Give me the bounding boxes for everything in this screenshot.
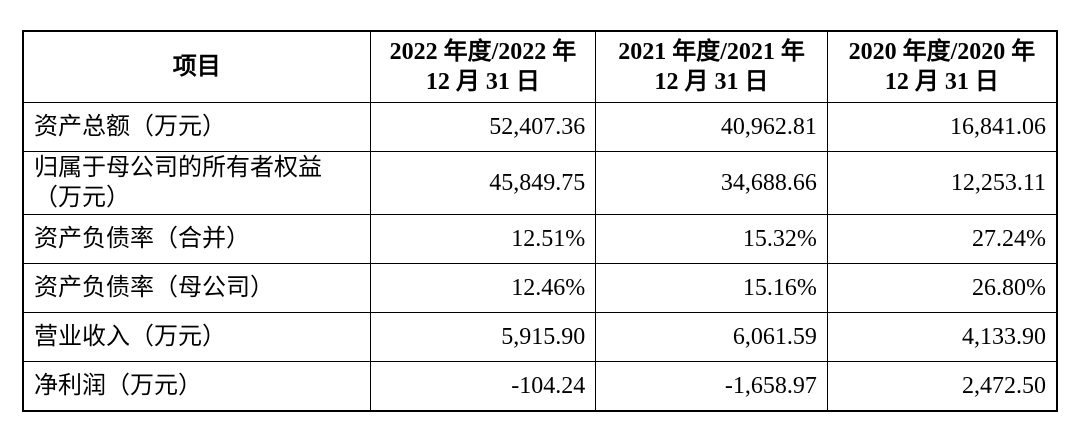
- value-cell: 12,253.11: [826, 151, 1058, 215]
- table-row: 资产负债率（合并） 12.51% 15.32% 27.24%: [22, 214, 1058, 264]
- header-row: 项目 2022 年度/2022 年 12 月 31 日 2021 年度/2021 年 1…: [22, 30, 1058, 103]
- cell-line: 资产负债率（合并）: [34, 226, 250, 252]
- cell-line: 净利润（万元）: [34, 373, 202, 399]
- header-cell: 2022 年度/2022 年 12 月 31 日: [369, 30, 597, 103]
- value-cell: 15.32%: [595, 214, 828, 264]
- label-cell: 资产总额（万元）: [22, 102, 371, 152]
- cell-line: 2022 年度/2022 年: [389, 39, 577, 65]
- table-row: 营业收入（万元） 5,915.90 6,061.59 4,133.90: [22, 312, 1058, 362]
- cell-line: 12 月 31 日: [425, 69, 540, 95]
- value-cell: 16,841.06: [826, 102, 1058, 152]
- table-row: 资产总额（万元） 52,407.36 40,962.81 16,841.06: [22, 102, 1058, 152]
- header-cell: 2020 年度/2020 年 12 月 31 日: [826, 30, 1058, 103]
- value-cell: 26.80%: [826, 263, 1058, 313]
- table-row: 资产负债率（母公司） 12.46% 15.16% 26.80%: [22, 263, 1058, 313]
- cell-line: 项目: [172, 54, 221, 80]
- cell-line: 12 月 31 日: [884, 69, 999, 95]
- value-cell: 4,133.90: [826, 312, 1058, 362]
- value-cell: 45,849.75: [369, 151, 597, 215]
- cell-line: （万元）: [34, 185, 130, 211]
- cell-line: 2021 年度/2021 年: [618, 39, 805, 65]
- label-cell: 净利润（万元）: [22, 361, 371, 412]
- value-cell: 6,061.59: [595, 312, 828, 362]
- header-cell: 2021 年度/2021 年 12 月 31 日: [595, 30, 828, 103]
- value-cell: 27.24%: [826, 214, 1058, 264]
- data-table: 项目 2022 年度/2022 年 12 月 31 日 2021 年度/2021 年 1…: [22, 30, 1058, 412]
- cell-line: 12 月 31 日: [654, 69, 769, 95]
- cell-line: 资产负债率（母公司）: [34, 275, 274, 301]
- cell-line: 2020 年度/2020 年: [848, 39, 1036, 65]
- label-cell: 资产负债率（母公司）: [22, 263, 371, 313]
- table-row: 归属于母公司的所有者权益 （万元） 45,849.75 34,688.66 12,253…: [22, 151, 1058, 215]
- cell-line: 资产总额（万元）: [34, 114, 226, 140]
- table-row: 净利润（万元） -104.24 -1,658.97 2,472.50: [22, 361, 1058, 412]
- value-cell: -104.24: [369, 361, 597, 412]
- value-cell: 40,962.81: [595, 102, 828, 152]
- value-cell: 5,915.90: [369, 312, 597, 362]
- value-cell: -1,658.97: [595, 361, 828, 412]
- value-cell: 52,407.36: [369, 102, 597, 152]
- cell-line: 归属于母公司的所有者权益: [34, 155, 322, 181]
- value-cell: 2,472.50: [826, 361, 1058, 412]
- cell-line: 营业收入（万元）: [34, 324, 226, 350]
- value-cell: 12.46%: [369, 263, 597, 313]
- label-cell: 营业收入（万元）: [22, 312, 371, 362]
- label-cell: 归属于母公司的所有者权益 （万元）: [22, 151, 371, 215]
- label-cell: 资产负债率（合并）: [22, 214, 371, 264]
- value-cell: 15.16%: [595, 263, 828, 313]
- value-cell: 34,688.66: [595, 151, 828, 215]
- value-cell: 12.51%: [369, 214, 597, 264]
- header-cell: 项目: [22, 30, 371, 103]
